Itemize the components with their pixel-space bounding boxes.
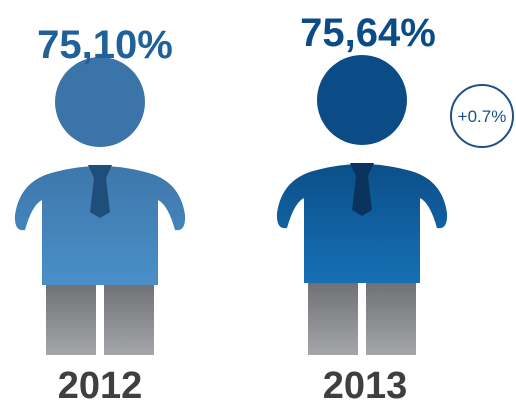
change-badge: +0.7% <box>450 84 514 148</box>
person-2012: 75,10% 2012 <box>14 23 186 402</box>
badge-circle <box>450 84 514 148</box>
percentage: 75,64% <box>300 11 436 55</box>
leg <box>46 285 96 355</box>
head <box>317 55 407 145</box>
year: 2012 <box>58 365 143 402</box>
tie <box>88 165 112 218</box>
head <box>55 57 145 147</box>
year: 2013 <box>323 365 408 402</box>
tie <box>350 163 374 216</box>
leg <box>308 283 358 355</box>
leg <box>104 285 154 355</box>
percentage: 75,10% <box>37 23 173 67</box>
person-2013: 75,64% 2013 <box>276 11 448 402</box>
change-label: +0.7% <box>458 107 507 126</box>
leg <box>366 283 416 355</box>
